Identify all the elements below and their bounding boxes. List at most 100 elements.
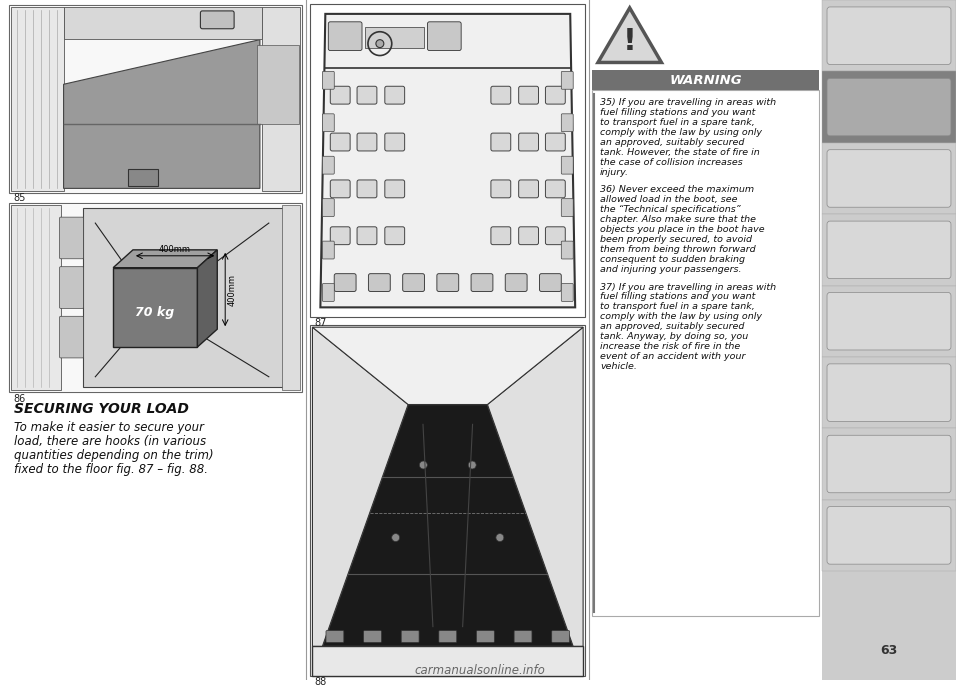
Text: 36) Never exceed the maximum: 36) Never exceed the maximum [600, 185, 755, 194]
Text: consequent to sudden braking: consequent to sudden braking [600, 255, 745, 264]
Text: the case of collision increases: the case of collision increases [600, 158, 743, 167]
Text: 63: 63 [880, 644, 898, 657]
FancyBboxPatch shape [385, 86, 405, 104]
FancyBboxPatch shape [330, 86, 350, 104]
FancyBboxPatch shape [827, 221, 951, 279]
Bar [822, 0, 956, 71]
Text: fuel filling stations and you want: fuel filling stations and you want [600, 292, 756, 301]
Text: event of an accident with your: event of an accident with your [600, 352, 745, 361]
FancyBboxPatch shape [328, 22, 362, 51]
Bar [822, 285, 956, 357]
FancyBboxPatch shape [357, 86, 377, 104]
FancyBboxPatch shape [323, 156, 334, 174]
FancyBboxPatch shape [562, 199, 573, 217]
Text: 88: 88 [315, 677, 326, 686]
FancyBboxPatch shape [364, 630, 381, 643]
Text: vehicle.: vehicle. [600, 362, 636, 371]
FancyBboxPatch shape [385, 180, 405, 198]
FancyBboxPatch shape [471, 274, 492, 292]
FancyBboxPatch shape [562, 283, 573, 301]
FancyBboxPatch shape [552, 630, 569, 643]
Text: 400mm: 400mm [158, 245, 191, 254]
Text: them from being thrown forward: them from being thrown forward [600, 245, 756, 254]
Text: To make it easier to secure your: To make it easier to secure your [14, 421, 204, 434]
Bar [822, 428, 956, 499]
Text: an approved, suitably secured: an approved, suitably secured [600, 138, 744, 147]
FancyBboxPatch shape [323, 241, 334, 259]
FancyBboxPatch shape [491, 180, 511, 198]
FancyBboxPatch shape [323, 71, 334, 89]
Circle shape [496, 534, 504, 541]
FancyBboxPatch shape [330, 227, 350, 245]
FancyBboxPatch shape [201, 11, 234, 29]
Bar [310, 325, 585, 676]
FancyBboxPatch shape [545, 227, 565, 245]
Bar [128, 169, 157, 187]
Text: an approved, suitably secured: an approved, suitably secured [600, 322, 744, 331]
Text: 70 kg: 70 kg [135, 306, 175, 319]
Text: 85: 85 [13, 193, 25, 203]
Polygon shape [113, 250, 217, 268]
FancyBboxPatch shape [385, 133, 405, 151]
FancyBboxPatch shape [323, 283, 334, 301]
Text: comply with the law by using only: comply with the law by using only [600, 128, 762, 137]
Bar [822, 143, 956, 214]
Bar [9, 203, 301, 392]
FancyBboxPatch shape [562, 241, 573, 259]
Bar [9, 5, 301, 193]
FancyBboxPatch shape [491, 86, 511, 104]
Text: objects you place in the boot have: objects you place in the boot have [600, 225, 764, 234]
FancyBboxPatch shape [540, 274, 562, 292]
Bar [262, 7, 300, 191]
Text: SECURING YOUR LOAD: SECURING YOUR LOAD [14, 403, 189, 416]
Bar [63, 7, 262, 38]
Polygon shape [198, 250, 217, 347]
Circle shape [468, 461, 476, 469]
FancyBboxPatch shape [562, 114, 573, 132]
Bar [10, 6, 300, 192]
Text: and injuring your passengers.: and injuring your passengers. [600, 265, 741, 274]
Text: to transport fuel in a spare tank,: to transport fuel in a spare tank, [600, 303, 755, 311]
Circle shape [392, 534, 399, 541]
Text: 86: 86 [13, 394, 25, 403]
FancyBboxPatch shape [60, 267, 84, 308]
FancyBboxPatch shape [562, 71, 573, 89]
Bar [822, 214, 956, 285]
Text: !: ! [623, 27, 636, 56]
FancyBboxPatch shape [505, 274, 527, 292]
FancyBboxPatch shape [518, 227, 539, 245]
FancyBboxPatch shape [518, 133, 539, 151]
FancyBboxPatch shape [518, 86, 539, 104]
Text: carmanualsonline.info: carmanualsonline.info [415, 664, 545, 676]
Text: 37) If you are travelling in areas with: 37) If you are travelling in areas with [600, 283, 776, 292]
Bar [822, 499, 956, 571]
Text: allowed load in the boot, see: allowed load in the boot, see [600, 196, 737, 204]
Text: fixed to the floor fig. 87 – fig. 88.: fixed to the floor fig. 87 – fig. 88. [14, 463, 208, 476]
FancyBboxPatch shape [357, 227, 377, 245]
Text: increase the risk of fire in the: increase the risk of fire in the [600, 342, 740, 351]
Circle shape [420, 461, 427, 469]
FancyBboxPatch shape [334, 274, 356, 292]
Polygon shape [321, 14, 575, 307]
FancyBboxPatch shape [827, 507, 951, 564]
FancyBboxPatch shape [827, 435, 951, 493]
Bar [592, 91, 819, 616]
Bar [312, 646, 583, 676]
Bar [113, 268, 198, 347]
Bar [84, 209, 284, 387]
Text: quantities depending on the trim): quantities depending on the trim) [14, 449, 214, 462]
FancyBboxPatch shape [439, 630, 457, 643]
FancyBboxPatch shape [827, 364, 951, 421]
FancyBboxPatch shape [827, 292, 951, 350]
Text: 87: 87 [315, 318, 326, 328]
Polygon shape [63, 40, 260, 189]
FancyBboxPatch shape [545, 180, 565, 198]
FancyBboxPatch shape [518, 180, 539, 198]
Text: chapter. Also make sure that the: chapter. Also make sure that the [600, 215, 756, 224]
FancyBboxPatch shape [562, 156, 573, 174]
Polygon shape [312, 327, 583, 405]
FancyBboxPatch shape [330, 180, 350, 198]
FancyBboxPatch shape [326, 630, 344, 643]
FancyBboxPatch shape [827, 78, 951, 136]
Circle shape [376, 40, 384, 47]
